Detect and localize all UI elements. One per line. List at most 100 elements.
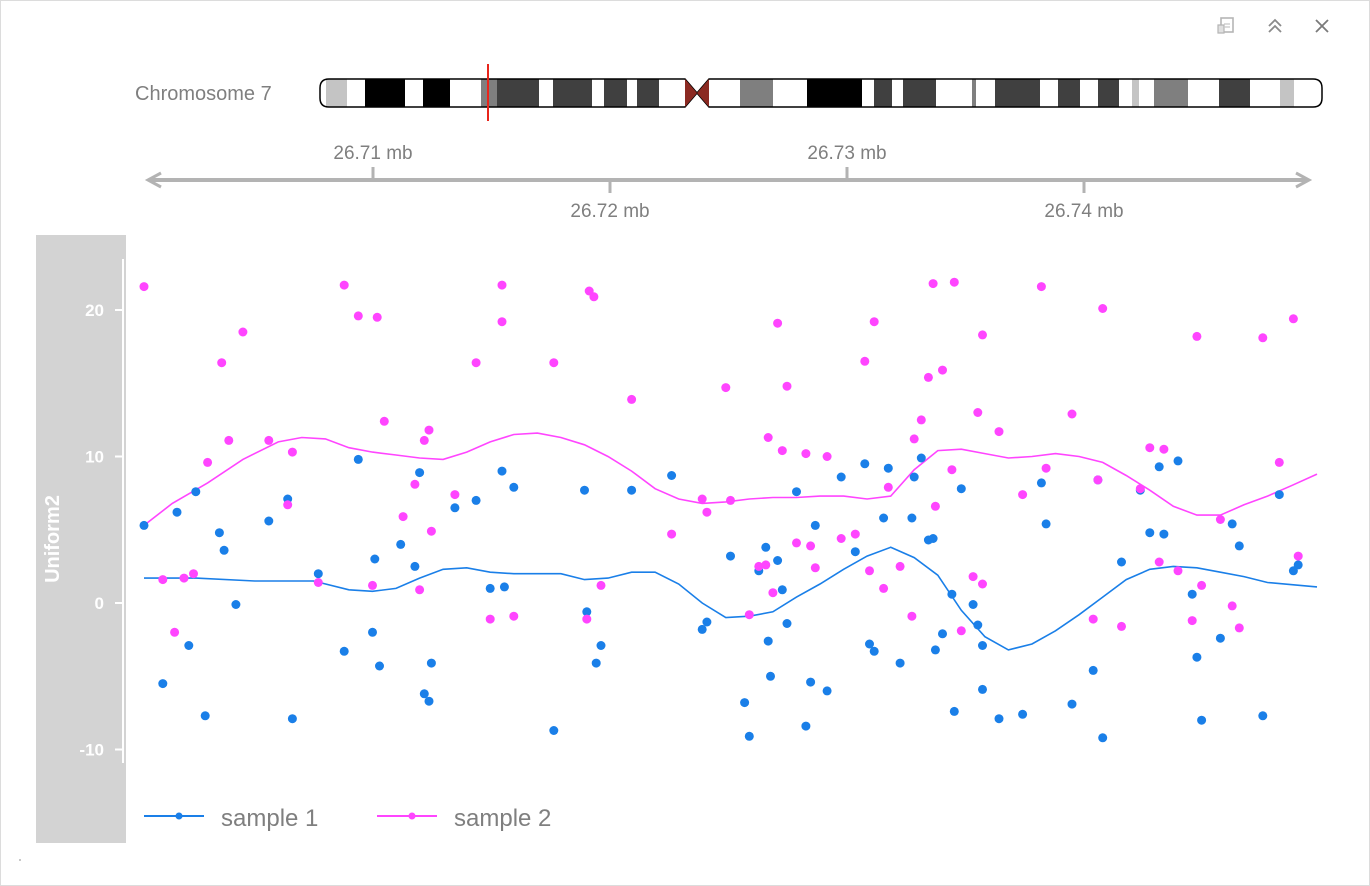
data-point-sample-1 [172, 507, 182, 517]
data-point-sample-2 [264, 435, 274, 445]
data-point-sample-1 [1098, 733, 1108, 743]
chromosome-band [637, 79, 659, 107]
data-point-sample-2 [956, 626, 966, 636]
data-point-sample-2 [596, 580, 606, 590]
data-point-sample-1 [994, 714, 1004, 724]
data-point-sample-2 [860, 356, 870, 366]
data-point-sample-2 [1173, 566, 1183, 576]
data-point-sample-2 [869, 317, 879, 327]
data-point-sample-2 [907, 611, 917, 621]
data-point-sample-1 [353, 454, 363, 464]
data-point-sample-1 [978, 641, 987, 650]
data-point-sample-2 [1117, 621, 1126, 631]
data-point-sample-1 [879, 513, 889, 523]
data-point-sample-1 [1154, 462, 1164, 472]
data-point-sample-1 [777, 585, 787, 595]
data-point-sample-1 [139, 520, 149, 530]
chromosome-band [326, 79, 347, 107]
data-point-sample-1 [956, 484, 966, 494]
data-point-sample-1 [368, 627, 377, 637]
data-point-sample-1 [580, 485, 589, 495]
data-point-sample-1 [740, 698, 750, 708]
data-point-sample-2 [761, 560, 771, 570]
data-point-sample-1 [792, 487, 801, 497]
data-point-sample-1 [822, 686, 832, 696]
data-point-sample-2 [782, 381, 792, 391]
ideogram-outline [319, 78, 1323, 108]
close-icon[interactable] [1309, 13, 1335, 39]
chromosome-band [1188, 79, 1219, 107]
y-tick-label: 20 [85, 301, 104, 320]
data-point-sample-2 [426, 526, 436, 536]
data-point-sample-1 [424, 696, 434, 706]
data-point-sample-2 [339, 280, 349, 290]
export-icon[interactable] [1213, 13, 1239, 39]
data-point-sample-2 [158, 575, 168, 585]
corner-mark [19, 859, 21, 861]
y-tick-label: 10 [85, 448, 104, 467]
data-point-sample-1 [415, 468, 425, 478]
data-point-sample-2 [1067, 409, 1077, 419]
data-point-sample-1 [968, 600, 978, 609]
data-point-sample-2 [485, 614, 495, 624]
chromosome-band [553, 79, 592, 107]
data-point-sample-2 [947, 465, 957, 475]
data-point-sample-1 [883, 463, 893, 473]
data-point-sample-1 [410, 561, 420, 571]
data-point-sample-2 [697, 494, 707, 504]
chromosome-band [1250, 79, 1280, 107]
chromosome-band [604, 79, 627, 107]
data-point-sample-1 [1192, 652, 1202, 662]
chromosome-band [1119, 79, 1132, 107]
data-point-sample-2 [1018, 490, 1028, 500]
data-point-sample-2 [744, 610, 754, 620]
data-point-sample-1 [509, 482, 519, 492]
data-point-sample-1 [1258, 711, 1268, 721]
data-point-sample-1 [726, 551, 735, 561]
data-point-sample-1 [1036, 478, 1046, 488]
data-point-sample-1 [744, 731, 754, 741]
data-point-sample-2 [973, 408, 983, 417]
genome-tick-label: 26.72 mb [570, 201, 649, 222]
data-point-sample-2 [930, 501, 940, 511]
data-point-sample-2 [773, 318, 783, 328]
data-point-sample-2 [763, 433, 773, 442]
data-point-sample-1 [375, 661, 384, 671]
data-point-sample-1 [184, 641, 194, 650]
data-point-sample-1 [450, 503, 460, 513]
data-point-sample-1 [930, 645, 940, 655]
data-point-sample-2 [238, 327, 248, 337]
data-point-sample-1 [697, 624, 707, 634]
data-point-sample-2 [589, 292, 599, 302]
axis-arrow-left [144, 171, 162, 189]
data-point-sample-2 [777, 446, 787, 456]
data-point-sample-2 [1154, 557, 1164, 567]
data-point-sample-1 [865, 639, 874, 649]
data-point-sample-1 [627, 485, 637, 495]
genome-axis: 26.71 mb 26.73 mb 26.72 mb 26.74 mb [144, 143, 1313, 222]
data-point-sample-1 [860, 459, 870, 469]
chromosome-band [405, 79, 423, 107]
data-point-sample-2 [1227, 601, 1237, 611]
chromosome-band [1294, 79, 1322, 107]
data-point-sample-2 [1197, 580, 1207, 590]
data-point-sample-2 [968, 572, 978, 582]
data-point-sample-1 [339, 646, 349, 656]
collapse-icon[interactable] [1262, 13, 1288, 39]
data-point-sample-2 [883, 482, 893, 492]
data-point-sample-1 [1293, 560, 1303, 570]
data-point-sample-2 [806, 541, 816, 551]
data-point-sample-1 [471, 495, 481, 505]
smooth-line-sample-2 [143, 432, 1318, 527]
data-point-sample-1 [219, 545, 229, 555]
data-point-sample-1 [973, 620, 983, 630]
data-point-sample-2 [895, 561, 905, 571]
data-point-sample-1 [773, 556, 783, 565]
data-point-sample-2 [313, 578, 323, 587]
chromosome-band [740, 79, 773, 107]
data-point-sample-2 [179, 573, 189, 583]
data-point-sample-1 [810, 520, 820, 530]
data-point-sample-2 [810, 563, 820, 573]
chromosome-band [320, 79, 326, 107]
